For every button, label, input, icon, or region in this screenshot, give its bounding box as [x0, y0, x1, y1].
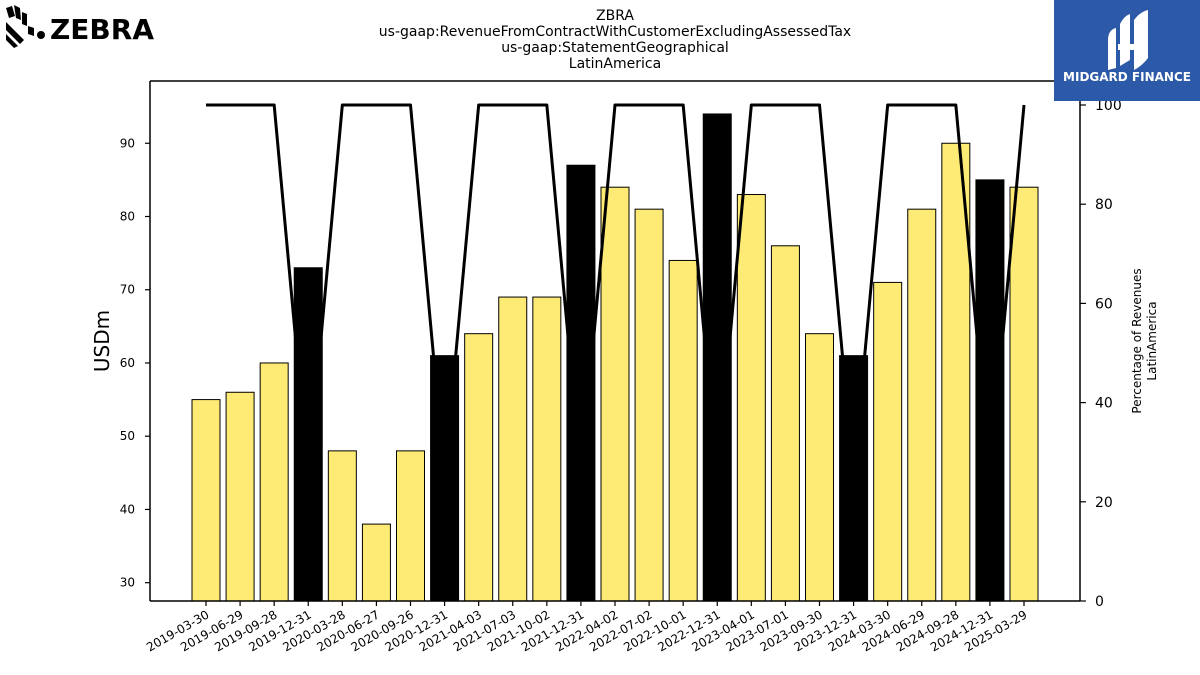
- y-tick-label-right-40: 40: [1095, 396, 1113, 412]
- watermark: MIDGARD FINANCE: [1054, 0, 1200, 101]
- watermark-text: MIDGARD FINANCE: [1063, 70, 1191, 84]
- bar-2023-04-01: [736, 194, 766, 602]
- chart-title: ZBRA us-gaap:RevenueFromContractWithCust…: [379, 8, 851, 72]
- bar-2022-04-02: [600, 186, 630, 602]
- y-axis-left-ticks: 30 40 50 60 70 80 90: [120, 136, 150, 590]
- bar-2019-09-28: [259, 362, 289, 602]
- y-tick-label-right-80: 80: [1095, 197, 1113, 213]
- bar-2021-07-03: [498, 296, 528, 602]
- bar-2024-03-30: [873, 281, 903, 602]
- y-tick-label-right-60: 60: [1095, 296, 1113, 312]
- bar-2020-03-28: [327, 450, 357, 602]
- y-axis-right-ticks: 0 20 40 60 80 100: [1080, 98, 1122, 610]
- bar-2021-10-02: [532, 296, 562, 602]
- zebra-logo: ZEBRA: [6, 5, 154, 48]
- y-axis-right-label-line-1: Percentage of Revenues: [1130, 268, 1144, 413]
- bar-2025-03-29: [1009, 186, 1039, 602]
- bar-2024-12-31: [975, 179, 1005, 602]
- chart-title-line-3: us-gaap:StatementGeographical: [501, 40, 729, 56]
- zebra-head-icon: [6, 5, 45, 48]
- bar-2020-12-31: [430, 355, 460, 602]
- zebra-logo-text: ZEBRA: [50, 13, 154, 46]
- y-axis-left-label: USDm: [90, 310, 114, 372]
- y-tick-label-left-50: 50: [120, 429, 135, 443]
- bar-2020-09-26: [396, 450, 425, 602]
- y-tick-label-left-40: 40: [120, 502, 135, 516]
- bar-2023-07-01: [770, 245, 800, 602]
- bar-2023-09-30: [805, 333, 834, 602]
- y-tick-label-right-20: 20: [1095, 495, 1113, 511]
- y-tick-label-right-100: 100: [1095, 98, 1122, 114]
- bar-2019-03-30: [191, 399, 221, 602]
- bar-2020-06-27: [361, 523, 391, 602]
- chart-title-line-2: us-gaap:RevenueFromContractWithCustomerE…: [379, 24, 851, 40]
- y-axis-right-label-line-2: LatinAmerica: [1145, 301, 1159, 380]
- bar-2022-07-02: [634, 208, 664, 602]
- y-tick-label-left-80: 80: [120, 209, 135, 223]
- x-axis-ticks: 2019-03-302019-06-292019-09-282019-12-31…: [144, 601, 1030, 654]
- chart-title-line-4: LatinAmerica: [569, 56, 661, 72]
- percentage-line-group: [206, 103, 1026, 479]
- chart-title-line-1: ZBRA: [596, 8, 634, 24]
- bars-group: [191, 113, 1039, 602]
- y-tick-label-left-30: 30: [120, 576, 135, 590]
- percentage-line: [206, 103, 1026, 479]
- y-tick-label-left-90: 90: [120, 136, 135, 150]
- midgard-logo-icon: [1108, 10, 1148, 70]
- y-tick-label-left-60: 60: [120, 356, 135, 370]
- bar-2024-06-29: [907, 208, 937, 602]
- bar-2021-04-03: [464, 333, 494, 602]
- bar-2019-06-29: [225, 391, 255, 602]
- bar-2019-12-31: [293, 267, 323, 602]
- y-tick-label-right-0: 0: [1095, 594, 1104, 610]
- y-tick-label-left-70: 70: [120, 283, 135, 297]
- bar-2022-12-31: [702, 113, 732, 602]
- bar-2022-10-01: [668, 259, 698, 602]
